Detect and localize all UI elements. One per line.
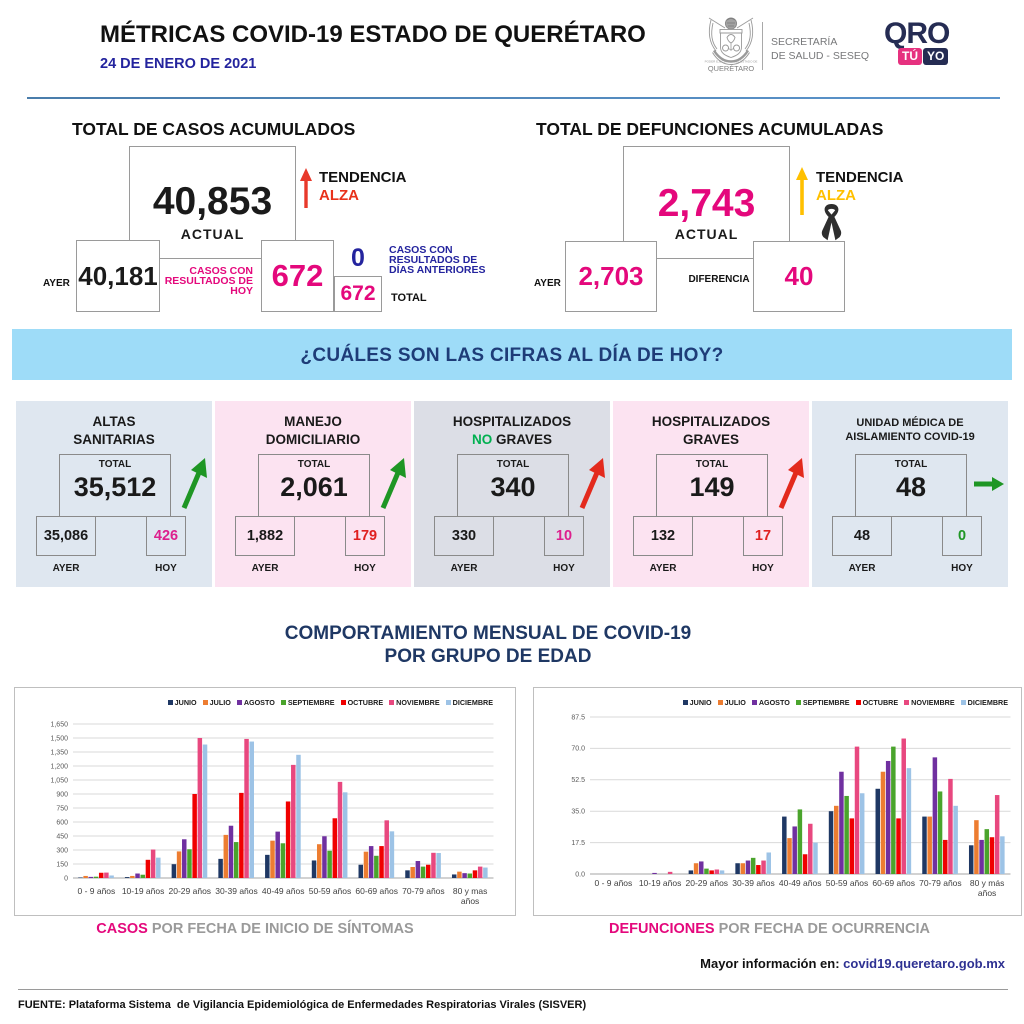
svg-text:QUERÉTARO: QUERÉTARO xyxy=(708,64,755,73)
svg-text:50-59 años: 50-59 años xyxy=(826,878,869,888)
svg-text:150: 150 xyxy=(56,861,68,868)
svg-text:60-69 años: 60-69 años xyxy=(355,886,398,896)
svg-text:años: años xyxy=(461,896,479,906)
svg-text:450: 450 xyxy=(56,833,68,840)
svg-text:50-59 años: 50-59 años xyxy=(309,886,352,896)
svg-text:20-29 años: 20-29 años xyxy=(686,878,729,888)
svg-text:60-69 años: 60-69 años xyxy=(872,878,915,888)
svg-text:1,050: 1,050 xyxy=(50,777,68,784)
svg-text:0 - 9 años: 0 - 9 años xyxy=(77,886,115,896)
svg-text:1,200: 1,200 xyxy=(50,763,68,770)
svg-text:1,650: 1,650 xyxy=(50,721,68,728)
svg-text:10-19 años: 10-19 años xyxy=(122,886,165,896)
svg-text:35.0: 35.0 xyxy=(571,809,585,816)
svg-text:80 y mas: 80 y mas xyxy=(453,886,488,896)
svg-text:80 y más: 80 y más xyxy=(970,878,1005,888)
svg-text:0 - 9 años: 0 - 9 años xyxy=(594,878,632,888)
svg-text:10-19 años: 10-19 años xyxy=(639,878,682,888)
svg-text:1,350: 1,350 xyxy=(50,749,68,756)
svg-text:20-29 años: 20-29 años xyxy=(169,886,212,896)
svg-text:70-79 años: 70-79 años xyxy=(402,886,445,896)
svg-text:30-39 años: 30-39 años xyxy=(732,878,775,888)
svg-text:300: 300 xyxy=(56,847,68,854)
svg-text:900: 900 xyxy=(56,791,68,798)
svg-text:años: años xyxy=(978,888,996,898)
svg-text:87.5: 87.5 xyxy=(571,714,585,721)
svg-text:PODER EJECUTIVO DEL ESTADO DE: PODER EJECUTIVO DEL ESTADO DE xyxy=(705,60,758,64)
svg-text:30-39 años: 30-39 años xyxy=(215,886,258,896)
svg-text:17.5: 17.5 xyxy=(571,840,585,847)
svg-text:70.0: 70.0 xyxy=(571,746,585,753)
svg-text:1,500: 1,500 xyxy=(50,735,68,742)
svg-text:70-79 años: 70-79 años xyxy=(919,878,962,888)
svg-text:600: 600 xyxy=(56,819,68,826)
svg-text:0: 0 xyxy=(64,875,68,882)
svg-text:750: 750 xyxy=(56,805,68,812)
svg-text:40-49 años: 40-49 años xyxy=(262,886,305,896)
svg-text:0.0: 0.0 xyxy=(575,871,585,878)
svg-text:40-49 años: 40-49 años xyxy=(779,878,822,888)
svg-text:52.5: 52.5 xyxy=(571,777,585,784)
